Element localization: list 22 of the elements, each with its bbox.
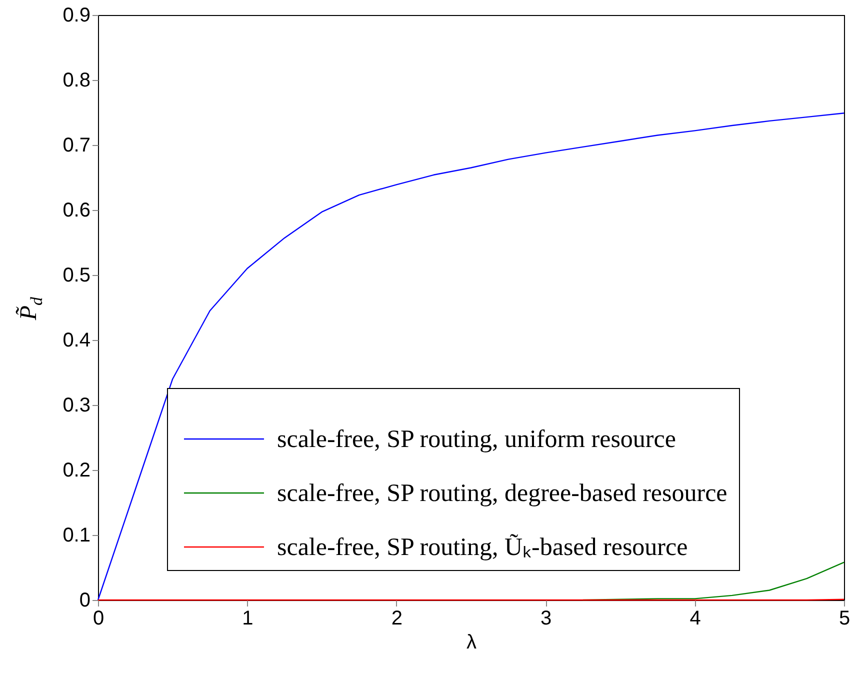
x-tick-label: 2: [391, 608, 402, 630]
y-tick-label: 0.3: [62, 394, 90, 416]
line-series: [97, 112, 845, 601]
y-tick-label: 0: [79, 590, 90, 612]
x-tick-label: 4: [690, 608, 701, 630]
legend-label: scale-free, SP routing, uniform resource: [277, 426, 676, 453]
y-tick-label: 0.6: [62, 200, 90, 222]
x-tick-label: 1: [242, 608, 254, 630]
x-axis-title: λ: [466, 632, 476, 654]
x-tick-label: 0: [92, 608, 104, 630]
x-tick-label: 5: [838, 608, 850, 630]
y-tick-label: 0.9: [62, 4, 90, 26]
legend-label: scale-free, SP routing, degree-based resource: [277, 480, 728, 507]
y-axis-title: P̃d: [15, 296, 46, 322]
y-tick-label: 0.2: [62, 460, 90, 482]
y-tick-label: 0.1: [62, 524, 90, 546]
y-tick-label: 0.5: [62, 264, 90, 286]
legend-label: scale-free, SP routing, Ũₖ-based resource: [277, 534, 688, 561]
y-tick-label: 0.8: [62, 70, 90, 92]
y-tick-label: 0.7: [62, 134, 90, 156]
x-tick-label: 3: [540, 608, 552, 630]
y-tick-label: 0.4: [62, 330, 90, 352]
